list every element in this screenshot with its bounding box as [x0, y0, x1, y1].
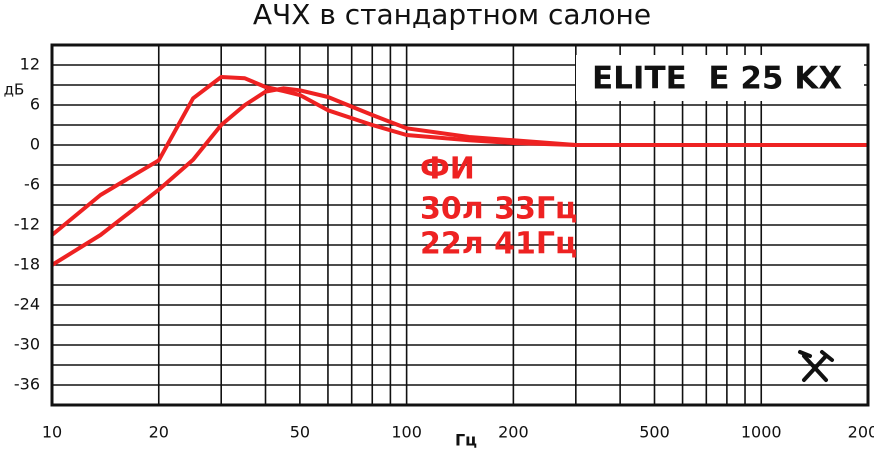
- y-tick-label: -24: [14, 295, 40, 314]
- plot-frame: [50, 43, 870, 407]
- lines: [50, 75, 868, 267]
- annotation: 22л 41Гц: [420, 227, 577, 262]
- x-tick-label: 500: [639, 423, 670, 442]
- y-axis-label: дБ: [4, 81, 25, 99]
- y-tick-label: 6: [30, 95, 40, 114]
- x-tick-label: 2000: [848, 423, 874, 442]
- x-tick-label: 20: [149, 423, 169, 442]
- x-axis-label: Гц: [455, 431, 477, 450]
- chart-title: АЧХ в стандартном салоне: [253, 0, 651, 31]
- y-tick-label: -30: [14, 335, 40, 354]
- y-tick-label: 12: [20, 55, 40, 74]
- model-label: ELITE E 25 KX: [592, 61, 842, 97]
- x-tick-label: 50: [290, 423, 310, 442]
- y-tick-label: 0: [30, 135, 40, 154]
- response-line: [50, 86, 868, 267]
- y-tick-label: -18: [14, 255, 40, 274]
- y-tick-label: -12: [14, 215, 40, 234]
- x-tick-label: 200: [498, 423, 529, 442]
- x-tick-label: 100: [391, 423, 422, 442]
- label-box: [576, 55, 864, 101]
- annotation: ФИ: [420, 152, 475, 187]
- annotation: 30л 33Гц: [420, 192, 577, 227]
- response-line: [50, 75, 868, 237]
- tool-icon: [798, 350, 834, 382]
- x-tick-label: 1000: [741, 423, 782, 442]
- y-tick-label: -36: [14, 375, 40, 394]
- x-tick-label: 10: [42, 423, 62, 442]
- y-tick-label: -6: [24, 175, 40, 194]
- grid: [51, 44, 869, 406]
